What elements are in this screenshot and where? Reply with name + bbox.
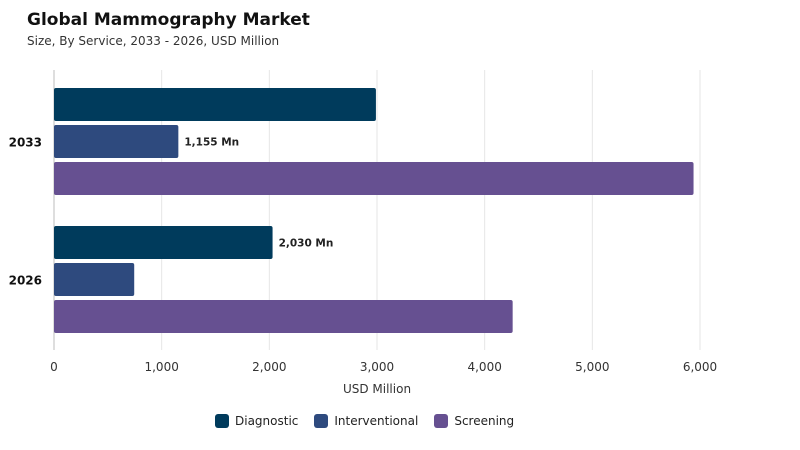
x-tick-label: 4,000 xyxy=(467,360,501,374)
x-tick-label: 0 xyxy=(50,360,58,374)
legend-swatch xyxy=(215,414,229,428)
bar-interventional-2026 xyxy=(54,263,135,296)
y-tick-label: 2033 xyxy=(9,136,42,150)
legend-item-interventional: Interventional xyxy=(314,414,418,428)
x-tick-label: 2,000 xyxy=(252,360,286,374)
bar-screening-2033 xyxy=(54,162,694,195)
data-label: 2,030 Mn xyxy=(279,238,334,250)
legend-item-diagnostic: Diagnostic xyxy=(215,414,298,428)
x-tick-label: 5,000 xyxy=(575,360,609,374)
y-tick-label: 2026 xyxy=(9,274,42,288)
bar-screening-2026 xyxy=(54,300,513,333)
x-tick-label: 1,000 xyxy=(144,360,178,374)
x-tick-label: 6,000 xyxy=(683,360,717,374)
chart-legend: Diagnostic Interventional Screening xyxy=(0,414,800,428)
data-label: 1,155 Mn xyxy=(184,137,239,149)
legend-swatch xyxy=(434,414,449,428)
chart-title: Global Mammography Market xyxy=(27,10,310,30)
legend-label: Diagnostic xyxy=(235,414,299,428)
legend-label: Interventional xyxy=(334,414,419,428)
legend-label: Screening xyxy=(454,414,515,428)
x-tick-label: 3,000 xyxy=(360,360,394,374)
bar-diagnostic-2033 xyxy=(54,88,376,121)
legend-swatch xyxy=(314,414,329,428)
x-axis-label: USD Million xyxy=(343,382,411,396)
bar-diagnostic-2026 xyxy=(54,226,273,259)
chart-subtitle: Size, By Service, 2033 - 2026, USD Milli… xyxy=(27,34,280,48)
legend-item-screening: Screening xyxy=(434,414,514,428)
bar-interventional-2033 xyxy=(54,125,179,158)
